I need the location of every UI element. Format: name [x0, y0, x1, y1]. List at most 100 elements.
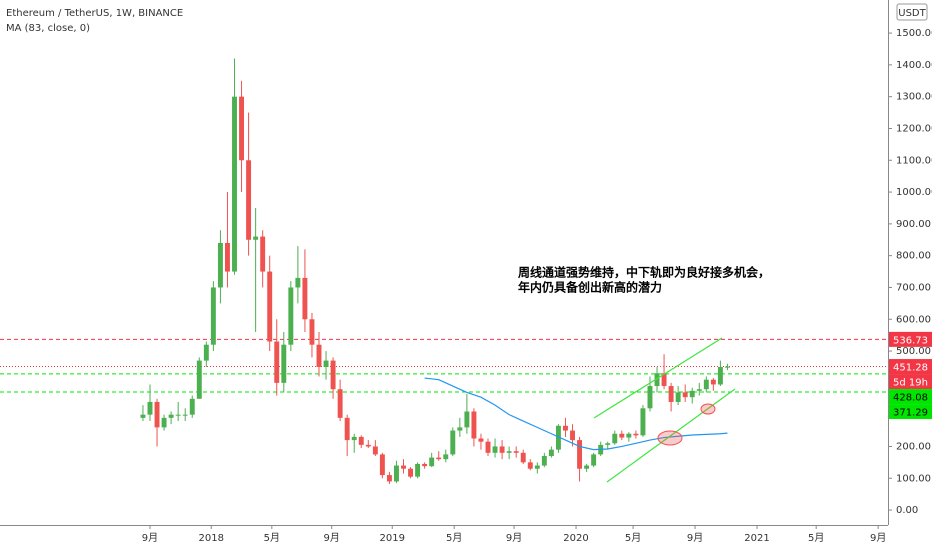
- ma-legend: MA (83, close, 0): [6, 23, 90, 34]
- candle-body: [717, 366, 723, 385]
- candle-body: [429, 457, 435, 467]
- x-tick-label: 5月: [264, 532, 280, 544]
- candle-body: [534, 465, 540, 469]
- level-label: 536.73: [893, 335, 928, 346]
- x-tick-label: 9月: [687, 532, 703, 544]
- highlight-ellipse: [700, 403, 716, 415]
- x-tick-label: 2021: [744, 533, 769, 544]
- x-tick-label: 9月: [142, 532, 158, 544]
- x-tick-label: 9月: [323, 532, 339, 544]
- candle-body: [246, 160, 252, 240]
- candle-body: [386, 475, 392, 482]
- y-tick-label: 500.00: [896, 346, 931, 357]
- candle-body: [478, 438, 484, 442]
- ma-line: [424, 377, 728, 451]
- candle-body: [337, 389, 343, 418]
- label-box: [889, 359, 932, 375]
- y-tick-label: 1200.00: [896, 123, 932, 134]
- candle-body: [224, 242, 230, 272]
- candle-body: [182, 414, 188, 416]
- candle-body: [527, 462, 533, 469]
- candle-body: [422, 463, 428, 467]
- x-tick-label: 2019: [380, 533, 405, 544]
- annotation: 年内仍具备创出新高的潜力: [518, 280, 662, 295]
- y-tick-label: 800.00: [896, 251, 931, 262]
- y-tick-label: 1100.00: [896, 155, 932, 166]
- candle-body: [196, 360, 202, 399]
- candle-body: [330, 360, 336, 390]
- candle-body: [485, 441, 491, 453]
- annotation: 周线通道强势维持，中下轨即为良好接多机会，: [518, 265, 770, 280]
- y-tick-label: 1400.00: [896, 60, 932, 71]
- x-tick-label: 5月: [446, 532, 462, 544]
- candle-body: [548, 449, 554, 456]
- candle-body: [210, 287, 216, 345]
- candle-body: [471, 411, 477, 439]
- candle-body: [189, 398, 195, 415]
- candle-body: [654, 373, 660, 387]
- candle-body: [260, 236, 266, 272]
- candle-body: [323, 360, 329, 367]
- candle-body: [577, 440, 583, 469]
- y-tick-label: 700.00: [896, 282, 931, 293]
- x-tick-label: 5月: [808, 532, 824, 544]
- x-tick-label: 5月: [625, 532, 641, 544]
- candle-body: [415, 463, 421, 477]
- currency-box: [896, 3, 928, 21]
- candle-body: [161, 417, 167, 428]
- candle-body: [541, 455, 547, 466]
- candle-body: [520, 452, 526, 463]
- candle-body: [640, 408, 646, 436]
- level-label: 371.29: [893, 408, 928, 419]
- candle-body: [309, 319, 315, 345]
- channel-lower: [606, 388, 736, 483]
- candle-body: [436, 457, 442, 460]
- candle-body: [689, 390, 695, 398]
- candle-body: [175, 414, 181, 416]
- candle-body: [267, 271, 273, 342]
- y-tick-label: 600.00: [896, 314, 931, 325]
- currency: USDT: [898, 8, 926, 19]
- candle-body: [154, 401, 160, 428]
- candle-body: [464, 411, 470, 428]
- y-tick-label: 200.00: [896, 441, 931, 452]
- candle-body: [563, 425, 568, 431]
- y-tick-label: 900.00: [896, 219, 931, 230]
- candle-body: [492, 446, 498, 453]
- candle-body: [682, 392, 688, 398]
- candle-body: [605, 443, 611, 445]
- candle-body: [675, 392, 681, 402]
- candle-body: [408, 468, 414, 477]
- y-tick-label: 1000.00: [896, 187, 932, 198]
- candle-body: [351, 436, 357, 441]
- x-tick-label: 9月: [870, 532, 886, 544]
- label-box: [889, 404, 932, 420]
- candle-body: [140, 414, 146, 418]
- y-tick-label: 1300.00: [896, 92, 932, 103]
- candle-body: [696, 389, 702, 391]
- candle-body: [591, 454, 597, 466]
- x-tick-label: 9月: [506, 532, 522, 544]
- countdown-label: 5d 19h: [893, 378, 928, 389]
- y-tick-label: 1500.00: [896, 28, 932, 39]
- highlight-ellipse: [657, 430, 683, 446]
- candle-body: [281, 344, 287, 383]
- candle-body: [619, 433, 625, 438]
- candle-body: [316, 344, 322, 367]
- candle-body: [499, 446, 505, 453]
- candle-body: [668, 386, 674, 402]
- candle-body: [703, 379, 709, 390]
- candle-body: [239, 96, 245, 161]
- candle-body: [457, 427, 463, 431]
- candle-body: [401, 465, 406, 469]
- candle-body: [612, 433, 618, 444]
- candle-body: [358, 436, 364, 445]
- level-label: 428.08: [893, 393, 928, 404]
- candle-body: [506, 451, 512, 453]
- candle-body: [344, 417, 350, 441]
- candle-body: [203, 344, 209, 361]
- candle-body: [626, 433, 632, 438]
- candle-body: [147, 401, 153, 415]
- candle-body: [661, 373, 667, 387]
